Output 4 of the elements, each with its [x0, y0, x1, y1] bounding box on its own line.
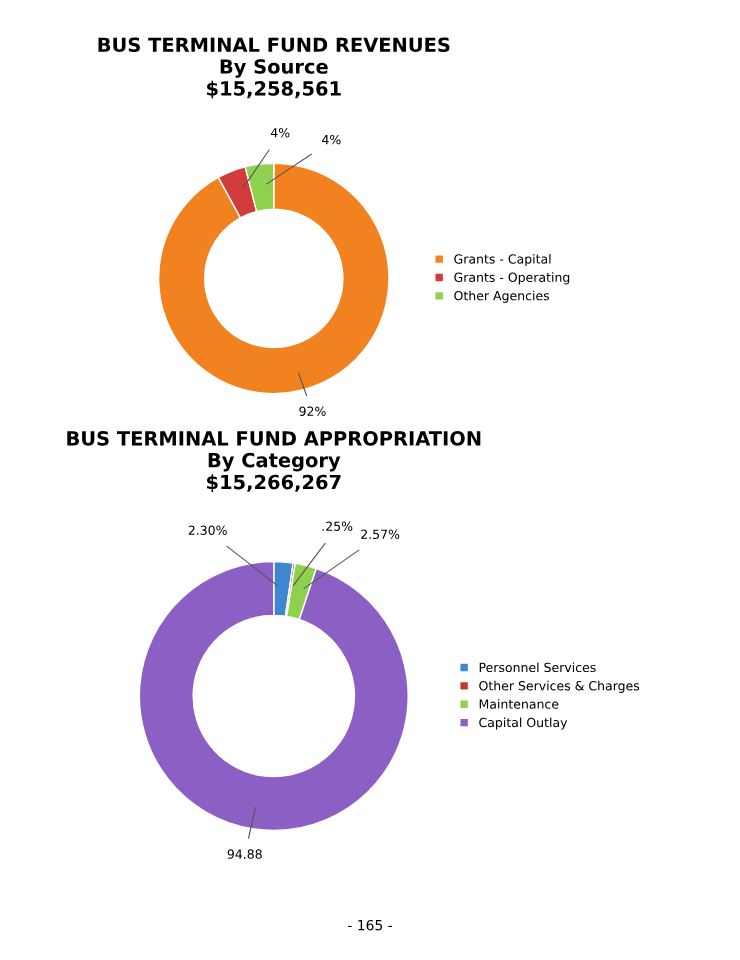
donut-slice	[138, 560, 409, 832]
chart-title: BUS TERMINAL FUND REVENUES By Source $15,258,561	[98, 37, 450, 99]
donut-slice	[157, 162, 390, 395]
chart-title: BUS TERMINAL FUND APPROPRIATION By Category $15,266,267	[67, 430, 481, 492]
